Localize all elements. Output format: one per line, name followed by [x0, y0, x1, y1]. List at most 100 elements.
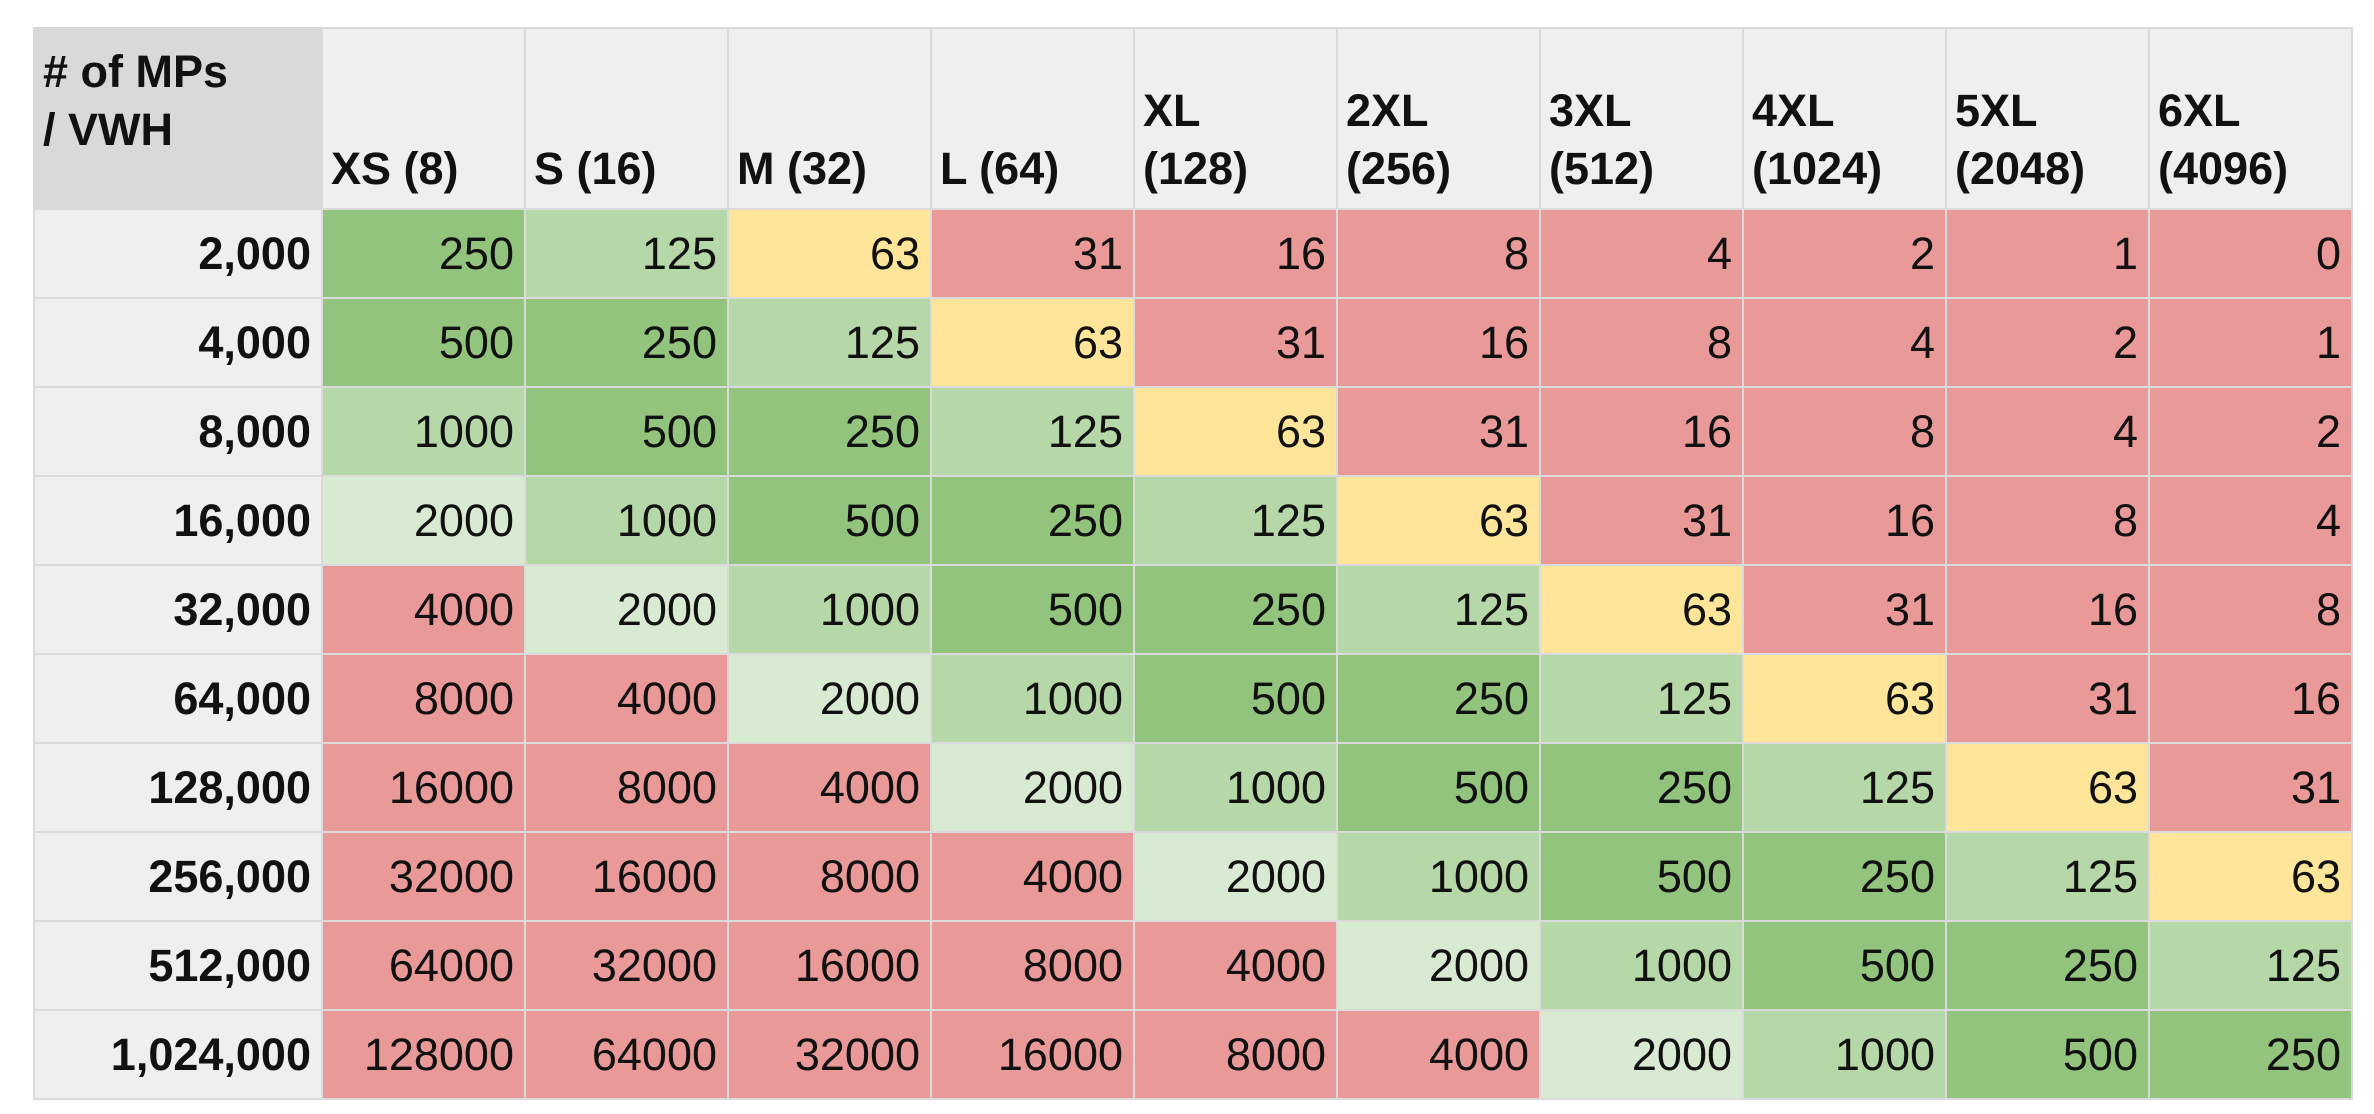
- heatmap-cell: 250: [1945, 920, 2150, 1011]
- heatmap-table: # of MPs / VWH XS (8) S (16) M (32) L (64) X…: [33, 27, 2353, 1100]
- heatmap-cell: 32000: [321, 831, 526, 922]
- heatmap-cell: 63: [2148, 831, 2353, 922]
- heatmap-cell: 2000: [1539, 1009, 1744, 1100]
- corner-header: # of MPs / VWH: [33, 27, 323, 210]
- column-header-label: XL: [1143, 85, 1201, 136]
- column-header-label: 3XL: [1549, 85, 1632, 136]
- heatmap-cell: 32000: [727, 1009, 932, 1100]
- heatmap-cell: 125: [930, 386, 1135, 477]
- heatmap-cell: 250: [1133, 564, 1338, 655]
- column-header: S (16): [524, 27, 729, 210]
- heatmap-cell: 16: [2148, 653, 2353, 744]
- heatmap-cell: 16: [1133, 208, 1338, 299]
- heatmap-cell: 4: [1539, 208, 1744, 299]
- column-header-label: L (64): [940, 143, 1060, 194]
- heatmap-cell: 128000: [321, 1009, 526, 1100]
- heatmap-cell: 63: [1133, 386, 1338, 477]
- column-header-label: S (16): [534, 143, 657, 194]
- table-row: 32,000 4000 2000 1000 500 250 125 63 31 16 8: [33, 564, 2353, 655]
- heatmap-cell: 64000: [321, 920, 526, 1011]
- heatmap-cell: 63: [1336, 475, 1541, 566]
- heatmap-cell: 8000: [524, 742, 729, 833]
- table-row: 4,000 500 250 125 63 31 16 8 4 2 1: [33, 297, 2353, 388]
- heatmap-cell: 250: [321, 208, 526, 299]
- heatmap-cell: 16: [1336, 297, 1541, 388]
- heatmap-cell: 4: [1742, 297, 1947, 388]
- heatmap-cell: 16: [1742, 475, 1947, 566]
- heatmap-cell: 31: [1539, 475, 1744, 566]
- heatmap-cell: 0: [2148, 208, 2353, 299]
- heatmap-cell: 4: [2148, 475, 2353, 566]
- heatmap-cell: 125: [727, 297, 932, 388]
- heatmap-cell: 63: [1539, 564, 1744, 655]
- column-header: 6XL (4096): [2148, 27, 2353, 210]
- heatmap-cell: 8000: [1133, 1009, 1338, 1100]
- column-header: 4XL (1024): [1742, 27, 1947, 210]
- column-header-label: 2XL: [1346, 85, 1429, 136]
- column-header: 5XL (2048): [1945, 27, 2150, 210]
- row-header: 2,000: [33, 208, 323, 299]
- heatmap-cell: 4: [1945, 386, 2150, 477]
- column-header-label: 6XL: [2158, 85, 2241, 136]
- heatmap-cell: 125: [1742, 742, 1947, 833]
- heatmap-cell: 2000: [321, 475, 526, 566]
- heatmap-cell: 1000: [1742, 1009, 1947, 1100]
- header-row: # of MPs / VWH XS (8) S (16) M (32) L (64) X…: [33, 27, 2353, 210]
- heatmap-cell: 63: [1742, 653, 1947, 744]
- heatmap-cell: 64000: [524, 1009, 729, 1100]
- heatmap-cell: 2: [1945, 297, 2150, 388]
- column-header-label: XS (8): [331, 143, 459, 194]
- heatmap-cell: 500: [1539, 831, 1744, 922]
- table-row: 128,000 16000 8000 4000 2000 1000 500 250 125 63 3…: [33, 742, 2353, 833]
- heatmap-cell: 250: [727, 386, 932, 477]
- heatmap-cell: 4000: [1336, 1009, 1541, 1100]
- heatmap-cell: 31: [2148, 742, 2353, 833]
- heatmap-cell: 16000: [727, 920, 932, 1011]
- heatmap-cell: 31: [1133, 297, 1338, 388]
- heatmap-cell: 125: [2148, 920, 2353, 1011]
- heatmap-cell: 125: [1133, 475, 1338, 566]
- heatmap-cell: 1: [2148, 297, 2353, 388]
- heatmap-cell: 32000: [524, 920, 729, 1011]
- column-header-label: M (32): [737, 143, 868, 194]
- heatmap-cell: 125: [1945, 831, 2150, 922]
- column-header: XL (128): [1133, 27, 1338, 210]
- heatmap-cell: 63: [1945, 742, 2150, 833]
- heatmap-cell: 500: [930, 564, 1135, 655]
- row-header: 256,000: [33, 831, 323, 922]
- heatmap-cell: 8: [2148, 564, 2353, 655]
- heatmap-cell: 4000: [321, 564, 526, 655]
- column-header: M (32): [727, 27, 932, 210]
- heatmap-cell: 2000: [727, 653, 932, 744]
- heatmap-cell: 8000: [321, 653, 526, 744]
- table-row: 8,000 1000 500 250 125 63 31 16 8 4 2: [33, 386, 2353, 477]
- corner-line-1: # of MPs: [43, 46, 229, 97]
- row-header: 1,024,000: [33, 1009, 323, 1100]
- row-header: 16,000: [33, 475, 323, 566]
- heatmap-cell: 500: [1336, 742, 1541, 833]
- heatmap-cell: 500: [727, 475, 932, 566]
- row-header: 128,000: [33, 742, 323, 833]
- heatmap-cell: 16000: [524, 831, 729, 922]
- heatmap-cell: 125: [1539, 653, 1744, 744]
- heatmap-cell: 16000: [321, 742, 526, 833]
- heatmap-cell: 250: [1742, 831, 1947, 922]
- column-header-label: 4XL: [1752, 85, 1835, 136]
- column-header-label: (2048): [1955, 143, 2086, 194]
- heatmap-cell: 1000: [321, 386, 526, 477]
- heatmap-cell: 500: [1742, 920, 1947, 1011]
- column-header-label: (512): [1549, 143, 1655, 194]
- row-header: 8,000: [33, 386, 323, 477]
- heatmap-cell: 125: [524, 208, 729, 299]
- heatmap-cell: 250: [930, 475, 1135, 566]
- heatmap-cell: 2000: [524, 564, 729, 655]
- heatmap-cell: 250: [2148, 1009, 2353, 1100]
- column-header: 3XL (512): [1539, 27, 1744, 210]
- column-header: XS (8): [321, 27, 526, 210]
- heatmap-cell: 1000: [1539, 920, 1744, 1011]
- column-header: L (64): [930, 27, 1135, 210]
- heatmap-cell: 31: [1945, 653, 2150, 744]
- heatmap-cell: 250: [1336, 653, 1541, 744]
- heatmap-cell: 1000: [524, 475, 729, 566]
- heatmap-cell: 16: [1539, 386, 1744, 477]
